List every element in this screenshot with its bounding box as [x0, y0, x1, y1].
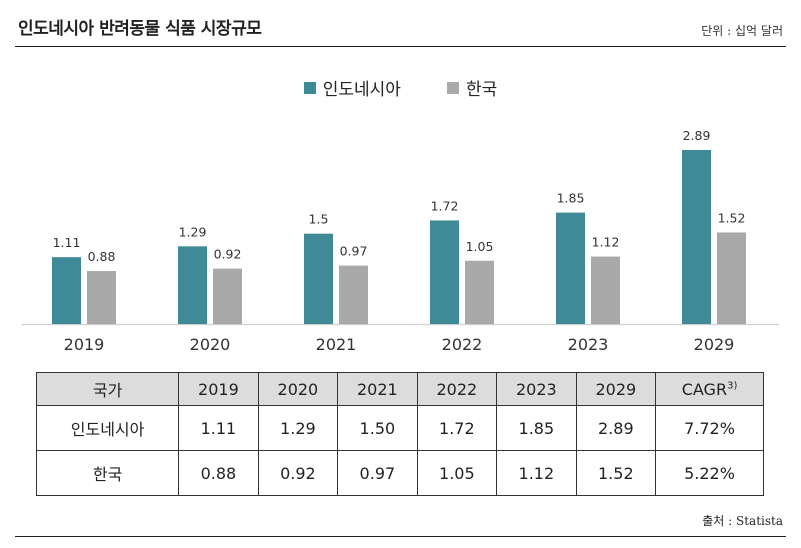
table-header-row: 국가 2019 2020 2021 2022 2023 2029 CAGR3)	[35, 372, 764, 406]
data-label-indonesia-2029: 2.89	[683, 128, 711, 143]
header-2023: 2023	[496, 372, 577, 406]
bar-korea-2023	[591, 256, 620, 324]
data-label-indonesia-2020: 1.29	[179, 224, 207, 239]
data-table: 국가 2019 2020 2021 2022 2023 2029 CAGR3) …	[35, 372, 764, 496]
bar-korea-2019	[87, 271, 116, 324]
cell-value: 2.89	[575, 405, 657, 451]
data-label-indonesia-2023: 1.85	[557, 191, 585, 206]
data-label-korea-2023: 1.12	[592, 235, 620, 250]
bar-korea-2022	[465, 260, 494, 324]
cell-value: 0.92	[257, 450, 339, 496]
header-2021: 2021	[337, 372, 418, 406]
unit-label: 단위 : 십억 달러	[701, 24, 783, 38]
cell-value: 1.12	[496, 450, 577, 496]
x-tick-label-2022: 2022	[442, 335, 483, 354]
cell-country: 한국	[35, 450, 180, 496]
header-2019: 2019	[178, 372, 259, 406]
bar-indonesia-2022	[430, 220, 459, 324]
header-2029: 2029	[575, 372, 657, 406]
cell-value: 1.50	[337, 405, 418, 451]
bar-korea-2029	[717, 232, 746, 324]
legend-swatch-indonesia	[303, 81, 316, 94]
data-label-korea-2020: 0.92	[214, 247, 242, 262]
header-cagr-label: CAGR	[681, 379, 728, 399]
cell-value: 1.52	[575, 450, 657, 496]
data-label-indonesia-2019: 1.11	[53, 235, 81, 250]
source-note: 출처 : Statista	[702, 514, 783, 528]
table-row: 한국 0.88 0.92 0.97 1.05 1.12 1.52 5.22%	[35, 450, 764, 496]
header-country: 국가	[35, 372, 180, 406]
cell-value: 1.11	[178, 405, 259, 451]
x-tick-label-2021: 2021	[316, 335, 357, 354]
bar-korea-2020	[213, 268, 242, 324]
legend-item-indonesia: 인도네시아	[303, 75, 401, 100]
header-2022: 2022	[416, 372, 498, 406]
bar-indonesia-2019	[52, 257, 81, 324]
bar-indonesia-2023	[556, 212, 585, 324]
cell-country: 인도네시아	[35, 405, 180, 451]
top-divider	[15, 46, 786, 47]
data-label-korea-2022: 1.05	[466, 239, 494, 254]
data-label-korea-2021: 0.97	[340, 244, 368, 259]
bottom-divider	[15, 536, 786, 537]
data-label-indonesia-2022: 1.72	[431, 198, 459, 213]
legend-label-korea: 한국	[465, 80, 498, 100]
cell-value: 0.97	[337, 450, 418, 496]
table-row: 인도네시아 1.11 1.29 1.50 1.72 1.85 2.89 7.72…	[35, 405, 764, 451]
bar-indonesia-2029	[682, 150, 711, 324]
bar-indonesia-2021	[304, 233, 333, 324]
data-label-korea-2019: 0.88	[88, 249, 116, 264]
x-tick-label-2029: 2029	[694, 335, 735, 354]
cell-value: 1.29	[257, 405, 339, 451]
bar-chart: 1.11 0.88 2019 1.29 0.92 2020 1.5 0.97 2021 1.72 1…	[22, 128, 779, 354]
cell-cagr: 5.22%	[655, 450, 764, 496]
legend-item-korea: 한국	[446, 75, 498, 100]
x-tick-label-2020: 2020	[190, 335, 231, 354]
legend-label-indonesia: 인도네시아	[322, 80, 401, 100]
cell-cagr: 7.72%	[655, 405, 764, 451]
x-tick-label-2023: 2023	[568, 335, 609, 354]
header-cagr: CAGR3)	[655, 372, 764, 406]
data-label-korea-2029: 1.52	[718, 210, 746, 225]
cell-value: 1.72	[416, 405, 498, 451]
page-title: 인도네시아 반려동물 식품 시장규모	[18, 19, 262, 39]
legend-swatch-korea	[446, 81, 459, 94]
chart-legend: 인도네시아 한국	[0, 75, 801, 100]
cell-value: 1.85	[496, 405, 577, 451]
bar-korea-2021	[339, 265, 368, 324]
cell-value: 0.88	[178, 450, 259, 496]
data-label-indonesia-2021: 1.5	[309, 212, 329, 227]
header-2020: 2020	[257, 372, 339, 406]
cagr-footnote-ref: 3)	[727, 380, 738, 392]
cell-value: 1.05	[416, 450, 498, 496]
x-tick-label-2019: 2019	[64, 335, 105, 354]
bar-indonesia-2020	[178, 246, 207, 324]
